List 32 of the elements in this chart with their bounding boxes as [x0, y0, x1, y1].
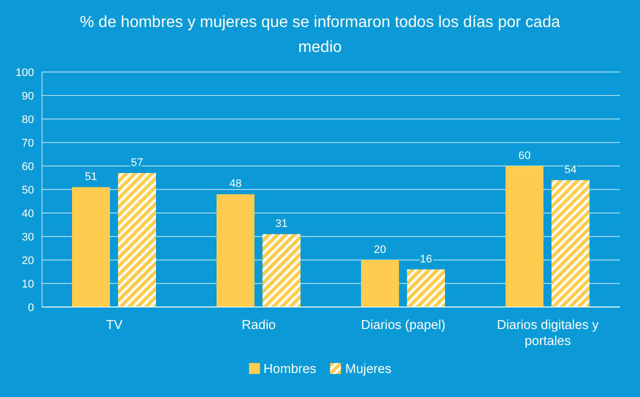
y-tick-label: 40: [22, 208, 34, 220]
y-tick-label: 70: [22, 137, 34, 150]
data-label: 48: [229, 178, 242, 190]
bar: [72, 187, 110, 307]
bar: [262, 234, 300, 307]
bar: [216, 194, 254, 307]
y-tick-label: 50: [22, 184, 34, 196]
y-tick-label: 90: [22, 90, 34, 102]
data-label: 60: [518, 150, 531, 162]
y-tick-label: 100: [16, 66, 34, 79]
legend-label: Mujeres: [345, 361, 392, 376]
x-tick-label: TV: [106, 317, 123, 332]
y-tick-label: 80: [22, 114, 34, 126]
x-tick-label: Diarios (papel): [360, 317, 446, 332]
y-tick-label: 20: [22, 254, 34, 267]
y-tick-label: 10: [22, 278, 34, 290]
x-tick-label: Radio: [242, 317, 276, 332]
bar: [407, 269, 445, 307]
data-label: 54: [564, 164, 577, 176]
bar: [118, 173, 156, 307]
bar: [506, 166, 544, 307]
bar: [552, 180, 590, 307]
chart-title: % de hombres y mujeres que se informaron todos los días por cada medio: [78, 13, 562, 58]
data-label: 31: [275, 218, 288, 230]
y-tick-label: 30: [22, 231, 34, 244]
x-tick-label: Diarios digitales y portales: [496, 317, 600, 348]
y-tick-label: 0: [28, 302, 34, 314]
y-tick-label: 60: [22, 160, 34, 173]
data-label: 20: [374, 244, 386, 256]
legend-label: Hombres: [264, 361, 316, 376]
data-label: 51: [84, 171, 98, 184]
bar: [361, 260, 399, 307]
